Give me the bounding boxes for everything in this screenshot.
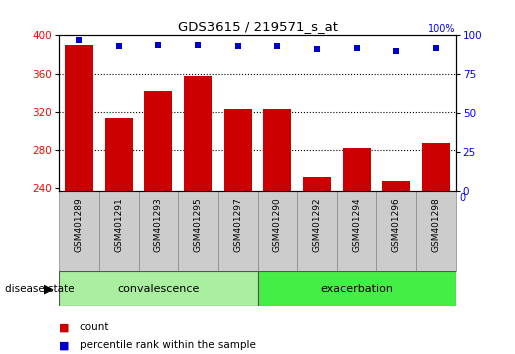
Bar bbox=[105, 118, 132, 191]
Text: disease state: disease state bbox=[5, 284, 75, 293]
Bar bbox=[416, 191, 456, 271]
Text: ▶: ▶ bbox=[44, 282, 54, 295]
Text: convalescence: convalescence bbox=[117, 284, 199, 293]
Text: ■: ■ bbox=[59, 340, 70, 350]
Bar bbox=[376, 191, 416, 271]
Bar bbox=[422, 143, 450, 191]
Bar bbox=[224, 109, 251, 191]
Bar bbox=[264, 109, 291, 191]
Title: GDS3615 / 219571_s_at: GDS3615 / 219571_s_at bbox=[178, 20, 337, 33]
Text: GSM401290: GSM401290 bbox=[273, 198, 282, 252]
Text: GSM401295: GSM401295 bbox=[194, 198, 202, 252]
Bar bbox=[218, 191, 258, 271]
Point bbox=[194, 42, 202, 47]
Text: count: count bbox=[80, 322, 109, 332]
Point bbox=[154, 42, 162, 47]
Bar bbox=[59, 271, 258, 306]
Text: 0: 0 bbox=[460, 193, 466, 203]
Text: GSM401297: GSM401297 bbox=[233, 198, 242, 252]
Bar bbox=[297, 191, 337, 271]
Bar bbox=[99, 191, 139, 271]
Bar bbox=[178, 191, 218, 271]
Bar bbox=[343, 148, 370, 191]
Bar bbox=[303, 177, 331, 191]
Bar bbox=[59, 191, 99, 271]
Bar bbox=[184, 76, 212, 191]
Text: GSM401296: GSM401296 bbox=[392, 198, 401, 252]
Text: percentile rank within the sample: percentile rank within the sample bbox=[80, 340, 256, 350]
Bar bbox=[258, 191, 297, 271]
Bar bbox=[139, 191, 178, 271]
Text: ■: ■ bbox=[59, 322, 70, 332]
Point bbox=[392, 48, 401, 54]
Text: GSM401289: GSM401289 bbox=[75, 198, 83, 252]
Text: GSM401294: GSM401294 bbox=[352, 198, 361, 252]
Bar bbox=[383, 181, 410, 191]
Text: exacerbation: exacerbation bbox=[320, 284, 393, 293]
Point bbox=[432, 45, 440, 51]
Point bbox=[273, 44, 281, 49]
Text: GSM401291: GSM401291 bbox=[114, 198, 123, 252]
Point bbox=[233, 44, 242, 49]
Bar bbox=[145, 91, 172, 191]
Bar bbox=[65, 45, 93, 191]
Point bbox=[352, 45, 360, 51]
Text: GSM401292: GSM401292 bbox=[313, 198, 321, 252]
Point bbox=[313, 47, 321, 52]
Text: GSM401298: GSM401298 bbox=[432, 198, 440, 252]
Bar bbox=[258, 271, 456, 306]
Point bbox=[75, 37, 83, 43]
Point bbox=[114, 44, 123, 49]
Text: 100%: 100% bbox=[428, 24, 456, 34]
Text: GSM401293: GSM401293 bbox=[154, 198, 163, 252]
Bar bbox=[337, 191, 376, 271]
